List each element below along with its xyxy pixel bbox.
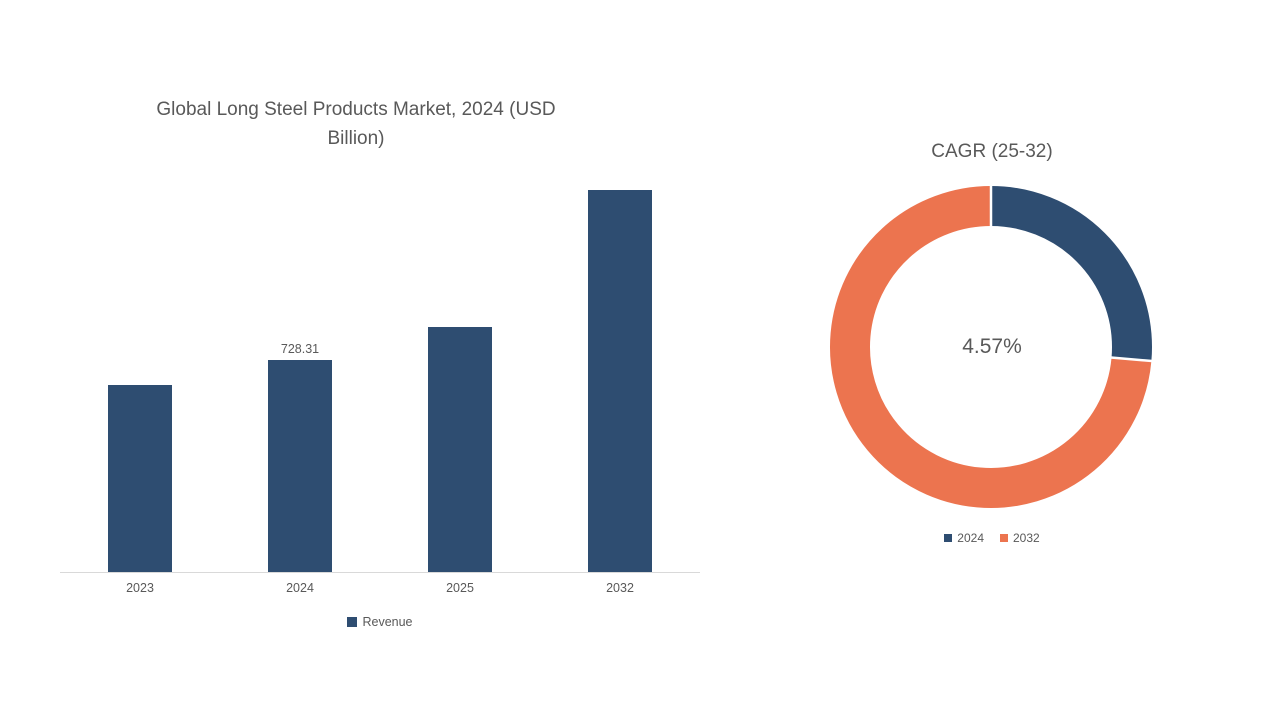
bar-x-axis-labels: 2023 2024 2025 2032 <box>60 581 700 595</box>
donut-segment-separator <box>1109 356 1154 363</box>
donut-legend: 2024 2032 <box>822 531 1162 545</box>
bar-chart-title-line2: Billion) <box>327 128 385 149</box>
bar-2024 <box>268 359 332 572</box>
bar-chart-title-line1: Global Long Steel Products Market, 2024 … <box>156 99 556 120</box>
bar-2023 <box>108 385 172 572</box>
bar-chart-title: Global Long Steel Products Market, 2024 … <box>76 95 636 153</box>
donut-legend-label-2024: 2024 <box>957 531 984 545</box>
donut-ring <box>830 184 1154 508</box>
x-axis-label-2025: 2025 <box>446 581 474 595</box>
bar-2032 <box>588 190 652 572</box>
bar-slot-2023 <box>60 189 220 572</box>
bar-slot-2025 <box>380 189 540 572</box>
bar-legend: Revenue <box>60 615 700 629</box>
revenue-legend-label: Revenue <box>362 615 413 629</box>
donut-legend-label-2032: 2032 <box>1013 531 1040 545</box>
donut-legend-item-2024: 2024 <box>944 531 984 545</box>
bar-plot-area: 728.31 <box>60 189 700 573</box>
donut-chart-title: CAGR (25-32) <box>931 141 1053 162</box>
donut-legend-item-2032: 2032 <box>1000 531 1040 545</box>
donut-legend-swatch-2032 <box>1000 534 1008 542</box>
revenue-legend-swatch <box>347 617 358 627</box>
donut-legend-swatch-2024 <box>944 534 953 542</box>
bar-slot-2024: 728.31 <box>220 189 380 572</box>
x-axis-label-2032: 2032 <box>606 581 634 595</box>
x-axis-label-2024: 2024 <box>286 581 314 595</box>
bar-value-label-2024: 728.31 <box>280 341 320 356</box>
bar-2025 <box>428 326 492 572</box>
x-axis-label-2023: 2023 <box>126 581 154 595</box>
bar-slot-2032 <box>540 189 700 572</box>
